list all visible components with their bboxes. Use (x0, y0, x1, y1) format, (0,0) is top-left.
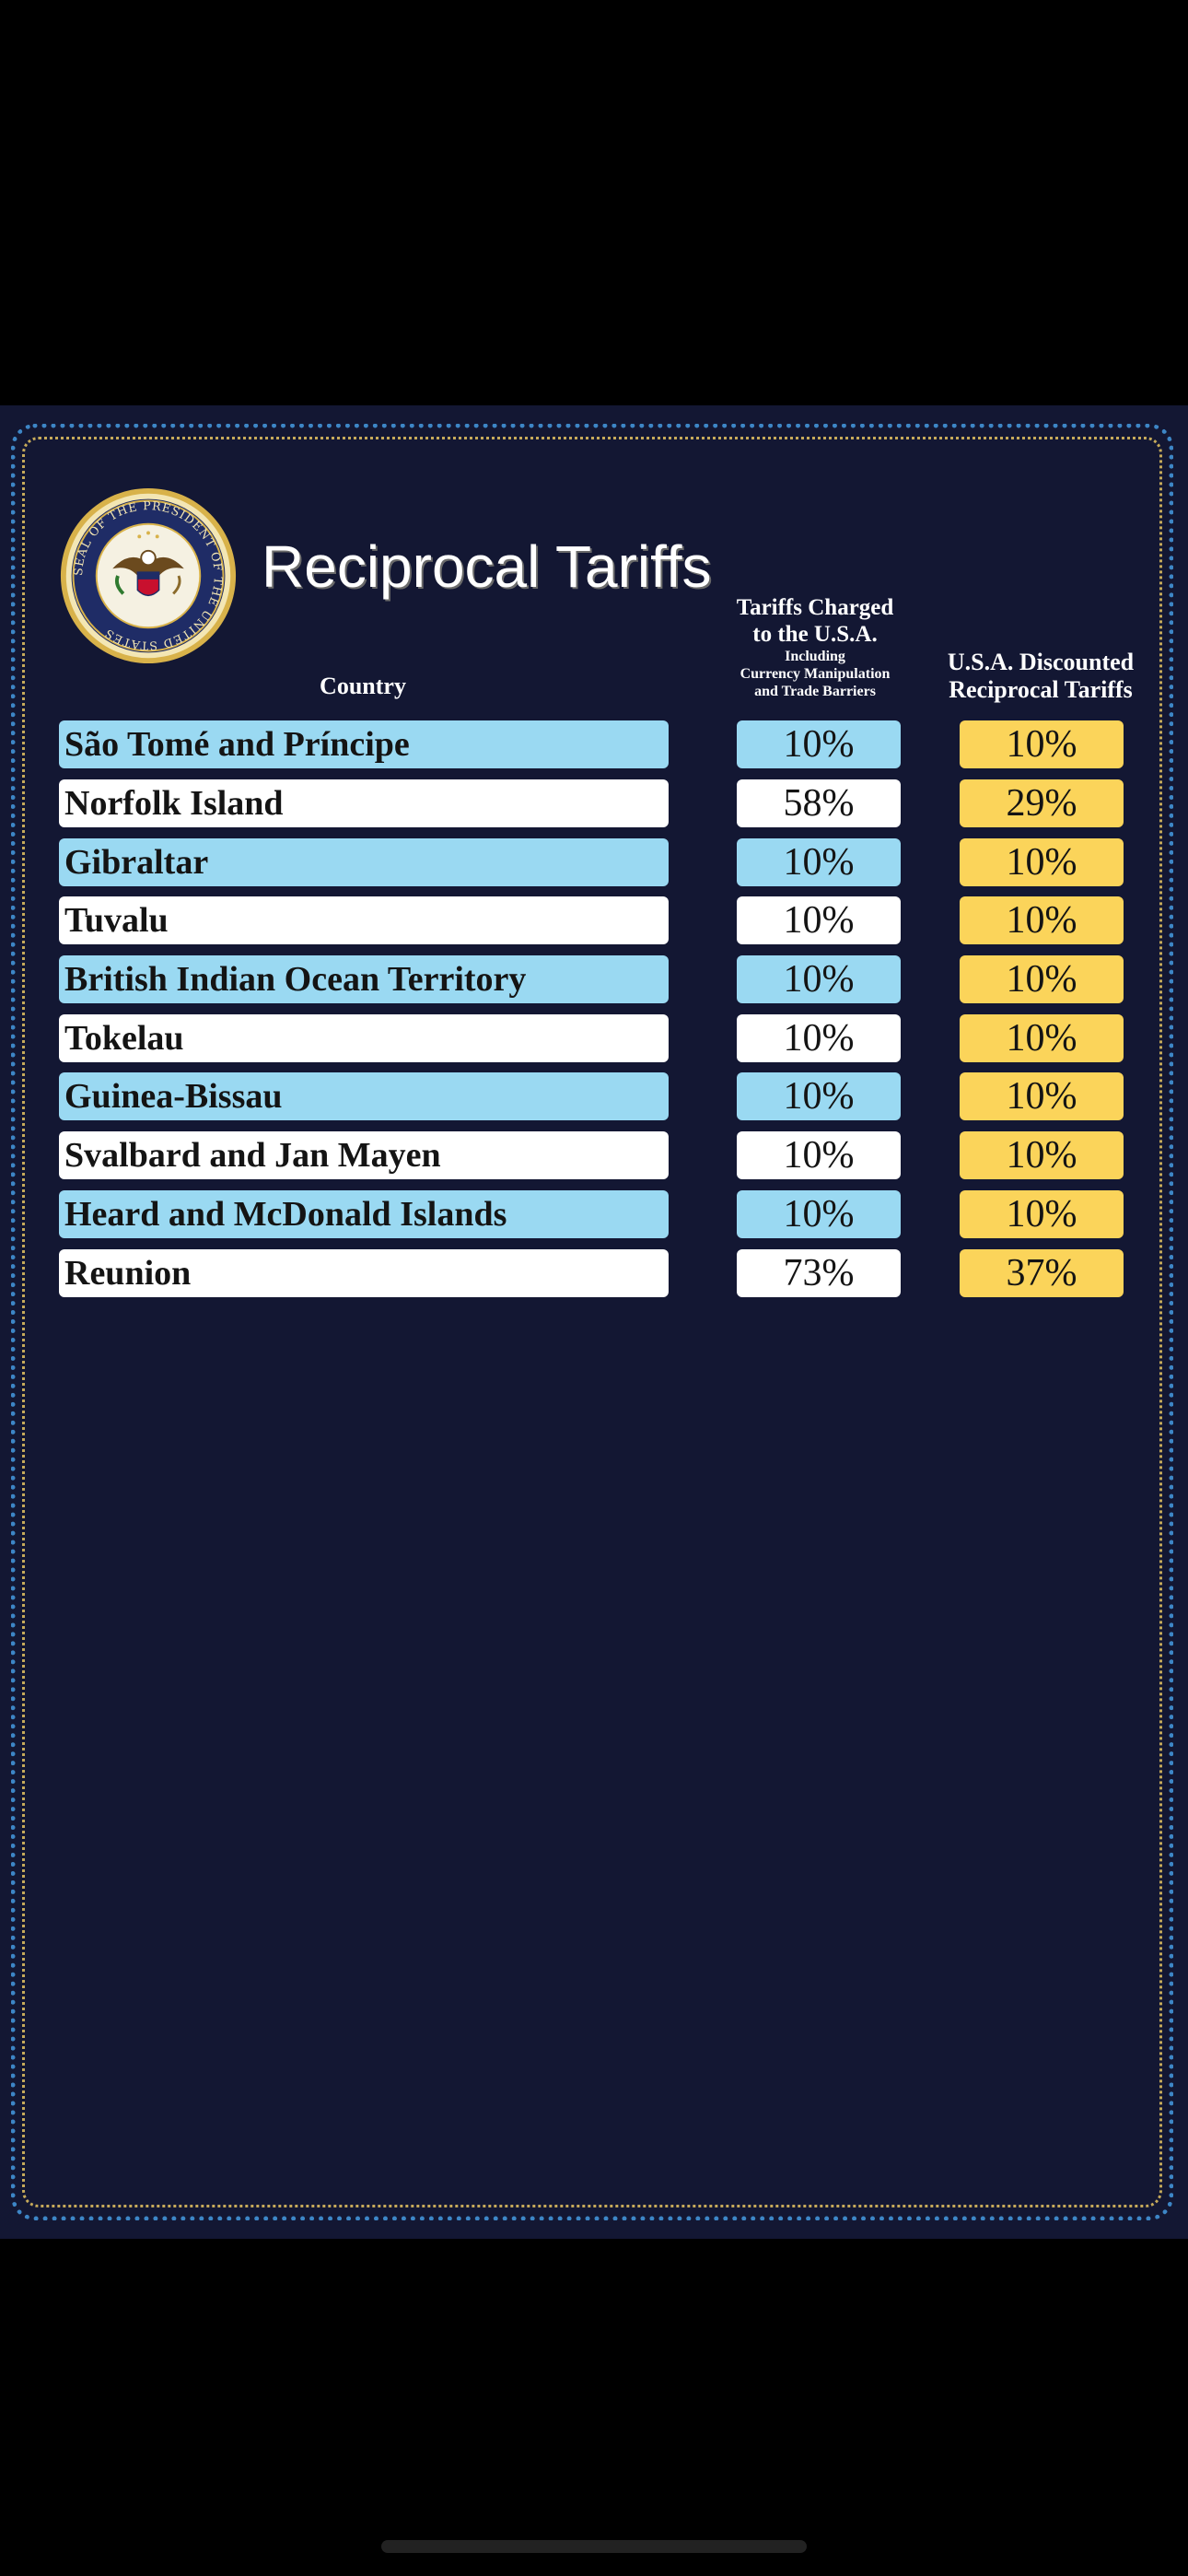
charged-header-line1: Tariffs Charged (736, 595, 894, 620)
charged-header-sub3: and Trade Barriers (754, 684, 876, 699)
discounted-cell: 10% (960, 838, 1124, 886)
charged-cell: 10% (737, 955, 901, 1003)
country-cell: Heard and McDonald Islands (59, 1190, 669, 1238)
discounted-cell: 37% (960, 1249, 1124, 1297)
country-cell: Tuvalu (59, 896, 669, 944)
country-cell: Tokelau (59, 1014, 669, 1062)
charged-cell: 73% (737, 1249, 901, 1297)
country-cell: Gibraltar (59, 838, 669, 886)
country-cell: São Tomé and Príncipe (59, 720, 669, 768)
charged-cell: 10% (737, 896, 901, 944)
country-cell: Guinea-Bissau (59, 1072, 669, 1120)
charged-cell: 10% (737, 1190, 901, 1238)
discount-header-line1: U.S.A. Discounted (947, 649, 1135, 675)
charged-header-line2: to the U.S.A. (752, 622, 878, 647)
charged-column-header: Tariffs Charged to the U.S.A. Including … (728, 594, 903, 700)
home-indicator[interactable] (381, 2540, 807, 2553)
tariff-chart-panel: SEAL OF THE PRESIDENT OF THE UNITED STAT… (0, 405, 1188, 2239)
discounted-cell: 10% (960, 1072, 1124, 1120)
discount-header-line2: Reciprocal Tariffs (949, 676, 1133, 703)
country-cell: British Indian Ocean Territory (59, 955, 669, 1003)
charged-header-sub2: Currency Manipulation (740, 666, 891, 682)
charged-cell: 10% (737, 1014, 901, 1062)
discounted-cell: 10% (960, 1131, 1124, 1179)
presidential-seal-icon: SEAL OF THE PRESIDENT OF THE UNITED STAT… (60, 487, 237, 664)
country-cell: Reunion (59, 1249, 669, 1297)
discounted-cell: 29% (960, 779, 1124, 827)
discount-column-header: U.S.A. Discounted Reciprocal Tariffs (930, 649, 1151, 704)
discounted-cell: 10% (960, 1190, 1124, 1238)
charged-cell: 58% (737, 779, 901, 827)
outer-dotted-border (11, 424, 1173, 2220)
inner-dotted-border (22, 437, 1162, 2207)
charged-header-sub1: Including (785, 649, 845, 664)
page-title: Reciprocal Tariffs (262, 533, 712, 600)
charged-cell: 10% (737, 1072, 901, 1120)
country-cell: Norfolk Island (59, 779, 669, 827)
discounted-cell: 10% (960, 955, 1124, 1003)
country-column-header: Country (320, 673, 406, 699)
charged-cell: 10% (737, 1131, 901, 1179)
discounted-cell: 10% (960, 1014, 1124, 1062)
country-cell: Svalbard and Jan Mayen (59, 1131, 669, 1179)
discounted-cell: 10% (960, 896, 1124, 944)
charged-cell: 10% (737, 838, 901, 886)
discounted-cell: 10% (960, 720, 1124, 768)
charged-cell: 10% (737, 720, 901, 768)
